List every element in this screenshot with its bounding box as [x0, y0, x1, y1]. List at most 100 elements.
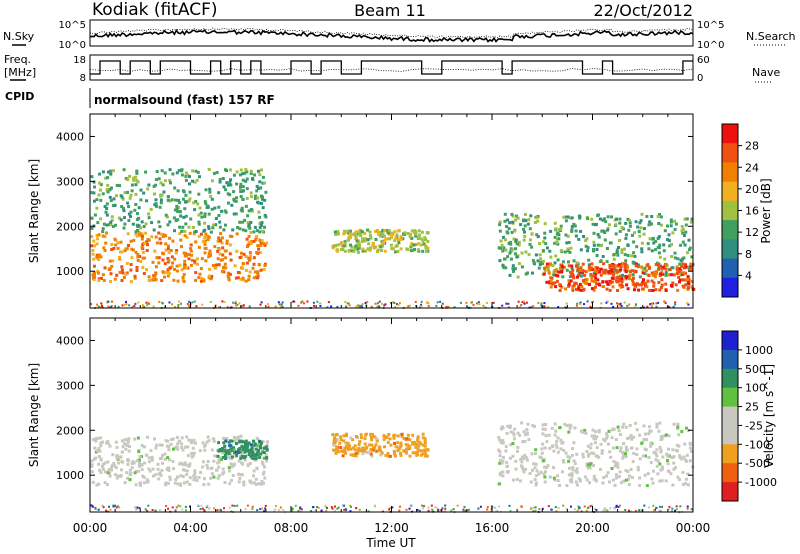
- data-cell: [680, 265, 684, 268]
- data-cell: [263, 465, 267, 469]
- data-cell: [396, 303, 398, 306]
- data-cell: [258, 173, 262, 177]
- data-cell: [221, 451, 224, 455]
- data-cell: [181, 189, 185, 193]
- data-cell: [550, 276, 554, 280]
- data-cell: [366, 228, 370, 232]
- data-cell: [605, 271, 609, 275]
- data-cell: [623, 301, 626, 304]
- data-cell: [228, 272, 232, 276]
- data-cell: [377, 446, 381, 450]
- data-cell: [159, 198, 163, 202]
- data-cell: [163, 452, 167, 456]
- data-cell: [599, 267, 603, 271]
- data-cell: [261, 440, 265, 444]
- data-cell: [143, 481, 146, 485]
- data-cell: [638, 457, 642, 461]
- data-cell: [518, 433, 522, 437]
- data-cell: [684, 223, 688, 227]
- data-cell: [408, 454, 412, 458]
- data-cell: [509, 510, 512, 513]
- data-cell: [515, 255, 519, 259]
- data-cell: [241, 189, 245, 193]
- data-cell: [148, 469, 152, 473]
- data-cell: [349, 510, 352, 513]
- data-cell: [587, 506, 589, 509]
- data-cell: [534, 448, 538, 452]
- data-cell: [636, 225, 640, 229]
- data-cell: [608, 450, 612, 454]
- data-cell: [113, 464, 117, 468]
- data-cell: [674, 303, 677, 306]
- data-cell: [176, 442, 180, 446]
- colorbar-tick-label: 1000: [745, 344, 773, 357]
- data-cell: [664, 273, 668, 277]
- data-cell: [238, 450, 242, 454]
- data-cell: [599, 260, 603, 264]
- data-cell: [388, 237, 392, 241]
- data-cell: [354, 452, 358, 456]
- data-cell: [90, 504, 93, 507]
- data-cell: [391, 506, 394, 509]
- data-cell: [540, 304, 543, 307]
- data-cell: [261, 175, 265, 179]
- data-cell: [228, 444, 232, 448]
- data-cell: [275, 305, 278, 308]
- data-cell: [575, 275, 579, 279]
- data-cell: [521, 466, 524, 470]
- data-cell: [522, 227, 525, 231]
- data-cell: [175, 207, 179, 211]
- data-cell: [255, 251, 259, 254]
- data-cell: [624, 236, 628, 240]
- colorbar-swatch: [722, 162, 738, 183]
- data-cell: [184, 505, 187, 508]
- data-cell: [405, 508, 408, 511]
- data-cell: [588, 506, 591, 509]
- data-cell: [243, 171, 247, 175]
- data-cell: [212, 475, 216, 479]
- data-cell: [244, 255, 248, 258]
- data-cell: [208, 190, 212, 194]
- data-cell: [123, 191, 127, 195]
- data-cell: [499, 441, 503, 445]
- data-cell: [354, 230, 358, 234]
- data-cell: [237, 480, 241, 484]
- data-cell: [577, 284, 581, 288]
- data-cell: [191, 453, 195, 457]
- data-cell: [635, 303, 637, 306]
- data-cell: [585, 509, 588, 512]
- data-cell: [93, 244, 96, 248]
- data-cell: [409, 249, 413, 253]
- data-cell: [263, 510, 266, 513]
- data-cell: [638, 433, 642, 437]
- data-cell: [100, 302, 103, 305]
- data-cell: [344, 451, 348, 455]
- data-cell: [594, 265, 598, 269]
- data-cell: [609, 281, 613, 285]
- data-cell: [680, 457, 684, 461]
- data-cell: [183, 461, 187, 465]
- data-cell: [210, 207, 214, 211]
- data-cell: [399, 237, 403, 241]
- data-cell: [558, 484, 561, 487]
- data-cell: [568, 466, 571, 470]
- data-cell: [501, 459, 505, 463]
- data-cell: [224, 223, 227, 227]
- data-cell: [531, 271, 534, 275]
- data-cell: [107, 267, 111, 271]
- data-cell: [617, 429, 621, 433]
- data-cell: [667, 507, 670, 510]
- data-cell: [417, 242, 421, 246]
- data-cell: [624, 455, 628, 459]
- data-cell: [592, 288, 596, 292]
- data-cell: [620, 226, 624, 229]
- data-cell: [104, 470, 107, 474]
- data-cell: [233, 264, 237, 268]
- data-cell: [114, 440, 118, 444]
- data-cell: [188, 300, 191, 303]
- data-cell: [401, 237, 405, 241]
- data-cell: [207, 227, 211, 231]
- data-cell: [230, 203, 234, 207]
- data-cell: [555, 240, 559, 244]
- data-cell: [517, 243, 521, 247]
